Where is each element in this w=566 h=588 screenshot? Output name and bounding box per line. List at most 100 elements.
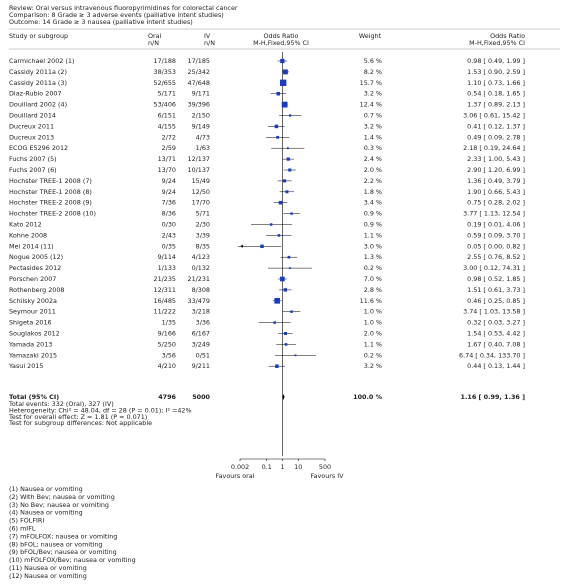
oral-events: 16/485: [154, 297, 176, 305]
iv-events: 3/249: [192, 340, 210, 348]
point-estimate: [283, 179, 287, 183]
study-name: Hochster TREE-1 2008 (8): [9, 188, 92, 196]
point-estimate: [294, 354, 297, 357]
point-estimate: [288, 168, 292, 172]
weight: 2.0 %: [364, 166, 382, 174]
study-name: Seymour 2011: [9, 308, 56, 316]
total-iv: 5000: [192, 393, 210, 401]
odds-ratio: 3.77 [ 1.13, 12.54 ]: [463, 210, 525, 218]
weight: 1.4 %: [364, 133, 382, 141]
footnote: (2) With Bev; nausea or vomiting: [9, 493, 115, 501]
weight: 15.7 %: [360, 79, 382, 87]
footnote: (5) FOLFIRI: [9, 517, 44, 525]
odds-ratio: 1.37 [ 0.89, 2.13 ]: [467, 101, 525, 109]
odds-ratio: 0.75 [ 0.28, 2.02 ]: [467, 199, 525, 207]
odds-ratio: 3.06 [ 0.61, 15.42 ]: [463, 112, 525, 120]
oral-events: 9/24: [162, 177, 176, 185]
point-estimate: [283, 331, 287, 336]
iv-events: 39/396: [188, 101, 210, 109]
odds-ratio: 2.90 [ 1.20, 6.99 ]: [467, 166, 525, 174]
odds-ratio: 0.46 [ 0.25, 0.85 ]: [467, 297, 525, 305]
oral-events: 17/188: [154, 57, 176, 65]
oral-events: 0/30: [162, 221, 176, 229]
study-name: Douillard 2002 (4): [9, 101, 67, 109]
header-line: Review: Oral versus intravenous fluoropy…: [9, 4, 238, 12]
footnote: (6) mIFL: [9, 525, 36, 533]
study-name: ECOG E5296 2012: [9, 144, 68, 152]
odds-ratio: 6.74 [ 0.34, 133.70 ]: [459, 351, 525, 359]
point-estimate: [276, 135, 279, 139]
oral-events: 2/43: [162, 231, 176, 239]
footnote: (10) mFOLFOX/Bev; nausea or vomiting: [9, 556, 136, 564]
iv-events: 9/211: [192, 362, 210, 370]
iv-events: 3/39: [196, 231, 210, 239]
footnote: (1) Nausea or vomiting: [9, 485, 83, 493]
column-header: Weight: [359, 32, 382, 40]
column-header: n/N: [148, 39, 159, 47]
odds-ratio: 2.33 [ 1.00, 5.43 ]: [467, 155, 525, 163]
odds-ratio: 3.00 [ 0.12, 74.31 ]: [463, 264, 525, 272]
iv-events: 5/71: [196, 210, 210, 218]
footnote: (4) Nausea or vomiting: [9, 509, 83, 517]
x-tick-label: 500: [319, 463, 331, 471]
point-estimate: [278, 200, 283, 205]
study-name: Cassidy 2011a (2): [9, 68, 67, 76]
odds-ratio: 0.32 [ 0.03, 3.27 ]: [467, 319, 525, 327]
oral-events: 7/36: [162, 199, 176, 207]
oral-events: 9/166: [158, 330, 176, 338]
oral-events: 8/36: [162, 210, 176, 218]
oral-events: 52/655: [154, 79, 176, 87]
x-tick-label: 10: [294, 463, 302, 471]
study-name: Fuchs 2007 (6): [9, 166, 57, 174]
study-name: Hochster TREE-1 2008 (7): [9, 177, 92, 185]
oral-events: 53/406: [154, 101, 176, 109]
point-estimate: [274, 124, 279, 129]
column-header: Oral: [148, 32, 162, 40]
study-name: Fuchs 2007 (5): [9, 155, 57, 163]
point-estimate: [277, 234, 281, 237]
study-name: Yamada 2013: [8, 340, 52, 348]
weight: 3.0 %: [364, 242, 382, 250]
iv-events: 8/35: [196, 242, 210, 250]
column-header: M-H,Fixed,95% CI: [469, 39, 525, 47]
header-line: Outcome: 14 Grade ≥ 3 nausea (palliative…: [9, 18, 193, 26]
weight: 0.2 %: [364, 351, 382, 359]
column-header: IV: [204, 32, 211, 40]
iv-events: 6/167: [192, 330, 210, 338]
study-name: Yamazaki 2015: [8, 351, 57, 359]
iv-events: 15/49: [192, 177, 210, 185]
study-name: Hochster TREE-2 2008 (9): [9, 199, 92, 207]
weight: 0.9 %: [364, 221, 382, 229]
odds-ratio: 3.74 [ 1.03, 13.58 ]: [463, 308, 525, 316]
study-name: Kohne 2008: [9, 231, 47, 239]
odds-ratio: 1.67 [ 0.40, 7.08 ]: [467, 340, 525, 348]
odds-ratio: 0.44 [ 0.13, 1.44 ]: [467, 362, 525, 370]
weight: 12.4 %: [360, 101, 382, 109]
weight: 3.2 %: [364, 122, 382, 130]
oral-events: 5/250: [158, 340, 176, 348]
total-diamond: [282, 394, 285, 400]
favours-right: Favours IV: [311, 472, 345, 480]
ci-arrow: [240, 244, 243, 248]
iv-events: 47/648: [188, 79, 210, 87]
point-estimate: [273, 321, 276, 324]
point-estimate: [283, 288, 288, 292]
odds-ratio: 0.41 [ 0.12, 1.37 ]: [467, 122, 525, 130]
odds-ratio: 1.53 [ 0.90, 2.59 ]: [467, 68, 525, 76]
weight: 1.3 %: [364, 253, 382, 261]
oral-events: 3/56: [162, 351, 176, 359]
summary-stat: Heterogeneity: Chi² = 48.04, df = 28 (P …: [9, 406, 192, 414]
study-name: Ducreux 2013: [9, 133, 54, 141]
x-tick-label: 0.1: [262, 463, 272, 471]
point-estimate: [276, 91, 281, 96]
iv-events: 17/70: [192, 199, 210, 207]
iv-events: 1/63: [196, 144, 210, 152]
weight: 1.8 %: [364, 188, 382, 196]
point-estimate: [280, 58, 285, 64]
footnote: (3) No Bev; nausea or vomiting: [9, 501, 109, 509]
point-estimate: [269, 223, 273, 226]
oral-events: 2/59: [162, 144, 176, 152]
summary-stat: Test for overall effect: Z = 1.81 (P = 0…: [8, 413, 147, 421]
point-estimate: [281, 101, 288, 108]
